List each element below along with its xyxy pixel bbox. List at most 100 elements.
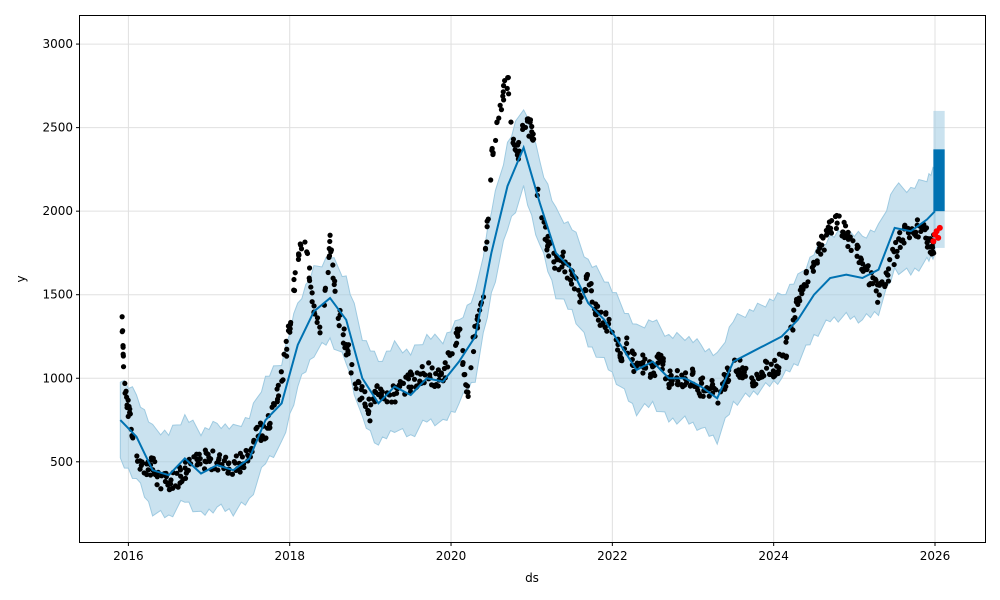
plot-frame bbox=[79, 15, 986, 543]
y-tick-label: 3000 bbox=[42, 37, 73, 51]
observed-point bbox=[393, 390, 400, 396]
observed-point bbox=[530, 137, 536, 143]
observed-point bbox=[122, 380, 128, 387]
forecast-line bbox=[119, 144, 945, 477]
y-tick-label: 1000 bbox=[42, 371, 73, 385]
observed-point bbox=[876, 292, 882, 298]
observed-point bbox=[859, 261, 866, 267]
observed-point bbox=[839, 233, 845, 239]
observed-point bbox=[583, 287, 589, 293]
observed-point bbox=[589, 299, 595, 305]
observed-point bbox=[470, 348, 477, 355]
observed-point bbox=[145, 467, 151, 473]
observed-point bbox=[275, 393, 282, 399]
observed-point bbox=[776, 365, 782, 371]
observed-point bbox=[556, 267, 562, 273]
observed-point bbox=[814, 260, 820, 266]
observed-point bbox=[445, 364, 451, 370]
y-tick-label: 2000 bbox=[42, 204, 73, 218]
observed-point bbox=[715, 400, 721, 406]
observed-point bbox=[482, 245, 489, 251]
observed-point bbox=[683, 380, 690, 386]
observed-point bbox=[772, 357, 778, 363]
observed-point bbox=[901, 240, 907, 246]
observed-point bbox=[854, 242, 860, 248]
observed-point bbox=[560, 249, 566, 255]
observed-point bbox=[461, 372, 467, 378]
observed-point bbox=[279, 378, 285, 384]
observed-point bbox=[202, 458, 208, 464]
observed-point bbox=[232, 460, 238, 466]
observed-point bbox=[931, 250, 937, 256]
observed-point bbox=[328, 249, 334, 255]
observed-point bbox=[800, 286, 806, 293]
observed-point bbox=[552, 265, 558, 271]
observed-point bbox=[818, 251, 824, 257]
observed-point bbox=[497, 102, 503, 108]
observed-point bbox=[287, 321, 294, 327]
observed-point bbox=[331, 281, 337, 288]
observed-point bbox=[906, 235, 913, 241]
observed-point bbox=[682, 370, 689, 376]
observed-point bbox=[820, 235, 826, 241]
observed-point bbox=[422, 372, 428, 378]
observed-point bbox=[196, 451, 202, 457]
observed-point bbox=[174, 470, 180, 476]
observed-point bbox=[281, 351, 287, 357]
observed-point bbox=[660, 361, 666, 367]
observed-point bbox=[526, 133, 532, 139]
test-point bbox=[935, 234, 942, 241]
observed-point bbox=[690, 368, 696, 375]
observed-point bbox=[699, 375, 706, 381]
observed-point bbox=[759, 373, 765, 380]
observed-point bbox=[317, 324, 323, 330]
observed-point bbox=[840, 229, 846, 235]
observed-point bbox=[894, 248, 900, 254]
observed-point bbox=[317, 330, 323, 336]
observed-point bbox=[311, 303, 317, 309]
observed-point bbox=[134, 453, 140, 459]
x-axis-label: ds bbox=[525, 571, 539, 585]
observed-point bbox=[267, 420, 273, 427]
observed-point bbox=[524, 116, 530, 122]
observed-point bbox=[647, 374, 653, 380]
observed-point bbox=[175, 484, 181, 490]
observed-point bbox=[144, 471, 150, 478]
observed-point bbox=[455, 333, 461, 339]
observed-point bbox=[842, 223, 849, 229]
observed-point bbox=[182, 475, 189, 481]
observed-point bbox=[302, 239, 308, 245]
observed-point bbox=[780, 352, 786, 358]
observed-point bbox=[624, 335, 630, 341]
observed-point bbox=[890, 246, 896, 252]
observed-point bbox=[408, 384, 415, 390]
observed-point bbox=[229, 471, 236, 477]
observed-point bbox=[504, 85, 510, 92]
observed-point bbox=[150, 455, 156, 461]
observed-point bbox=[306, 265, 313, 271]
observed-point bbox=[602, 324, 608, 330]
observed-point bbox=[768, 361, 774, 367]
observed-point bbox=[298, 242, 304, 248]
observed-point bbox=[603, 310, 609, 316]
observed-point bbox=[465, 393, 471, 399]
observed-point bbox=[120, 364, 127, 370]
observed-point bbox=[562, 269, 568, 275]
observed-point bbox=[915, 234, 921, 240]
observed-point bbox=[368, 402, 374, 408]
observed-point bbox=[126, 403, 132, 410]
observed-point bbox=[263, 435, 269, 441]
observed-point bbox=[700, 393, 706, 399]
observed-point bbox=[875, 299, 881, 305]
observed-point bbox=[494, 119, 500, 126]
observed-point bbox=[522, 124, 529, 131]
observed-point bbox=[595, 317, 602, 323]
observed-point bbox=[606, 316, 612, 322]
observed-point bbox=[484, 239, 490, 245]
observed-point bbox=[709, 377, 715, 384]
test-point bbox=[936, 224, 943, 231]
observed-point bbox=[505, 74, 511, 81]
observed-point bbox=[706, 393, 712, 399]
observed-point bbox=[749, 380, 756, 386]
observed-point bbox=[336, 323, 342, 329]
